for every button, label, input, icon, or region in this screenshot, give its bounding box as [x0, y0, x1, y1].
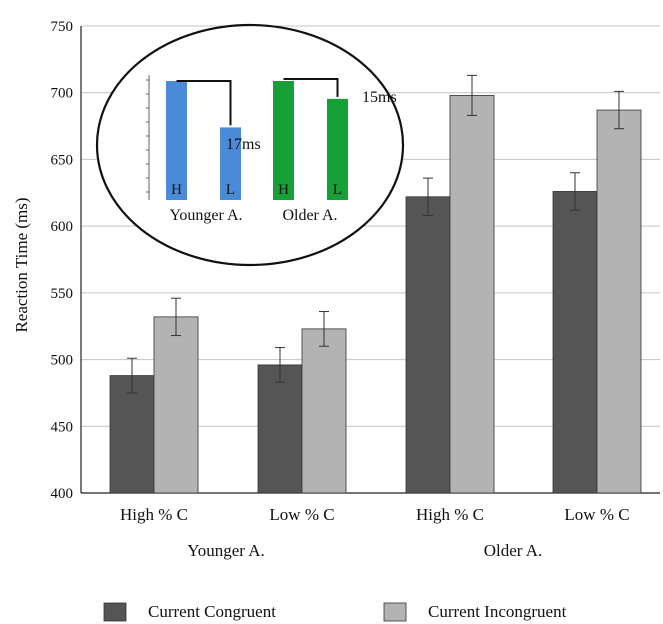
x-tick-label: Low % C [269, 505, 334, 524]
inset-bar-label: L [333, 182, 342, 198]
inset-bar [166, 81, 187, 200]
error-bar [275, 347, 285, 383]
legend-swatch [103, 602, 127, 622]
x-tick-labels: High % C Low % C High % C Low % C [120, 505, 630, 524]
error-bar [614, 90, 624, 130]
y-tick-label: 500 [51, 353, 74, 369]
inset-difference-label: 17ms [226, 136, 261, 153]
inset-difference-label: 15ms [362, 89, 397, 106]
bars [109, 74, 642, 494]
bar [596, 109, 642, 494]
group-label: Older A. [484, 541, 543, 560]
error-bar [570, 172, 580, 211]
inset-bar [327, 98, 348, 200]
y-tick-label: 700 [51, 86, 74, 102]
error-bar [319, 311, 329, 347]
inset-bar-label: H [278, 182, 289, 198]
x-tick-label: High % C [120, 505, 188, 524]
error-bar [423, 177, 433, 216]
group-label: Younger A. [187, 541, 265, 560]
legend-swatch [383, 602, 407, 622]
bar [301, 328, 347, 494]
bar [405, 196, 451, 494]
x-tick-label: High % C [416, 505, 484, 524]
inset-bar-label: H [171, 182, 182, 198]
error-bar [127, 357, 137, 394]
x-tick-label: Low % C [564, 505, 629, 524]
bar [449, 94, 495, 494]
legend-label: Current Congruent [148, 602, 276, 621]
y-tick-label: 600 [51, 219, 74, 235]
y-tick-label: 650 [51, 152, 74, 168]
legend: Current Congruent Current Incongruent [103, 602, 567, 622]
y-tick-labels: 400 450 500 550 600 650 700 750 [51, 19, 74, 502]
inset-difference-bracket [176, 80, 232, 126]
bar [153, 316, 199, 494]
y-tick-label: 750 [51, 19, 74, 35]
y-tick-label: 550 [51, 286, 74, 302]
inset-group-label: Older A. [282, 207, 337, 224]
legend-label: Current Incongruent [428, 602, 567, 621]
inset-group-label: Younger A. [169, 207, 242, 224]
inset-chart: H L 17ms Younger A. H L 15ms Older A. [95, 23, 405, 267]
error-bar [171, 297, 181, 337]
bar [257, 364, 303, 494]
y-tick-label: 450 [51, 419, 74, 435]
error-bar [467, 74, 477, 116]
y-axis-label: Reaction Time (ms) [12, 197, 31, 332]
inset-bar-label: L [226, 182, 235, 198]
inset-difference-bracket [283, 78, 339, 97]
group-labels: Younger A. Older A. [187, 541, 542, 560]
inset-bar [220, 127, 241, 200]
y-tick-label: 400 [51, 486, 74, 502]
bar [552, 191, 598, 494]
inset-bar [273, 81, 294, 200]
